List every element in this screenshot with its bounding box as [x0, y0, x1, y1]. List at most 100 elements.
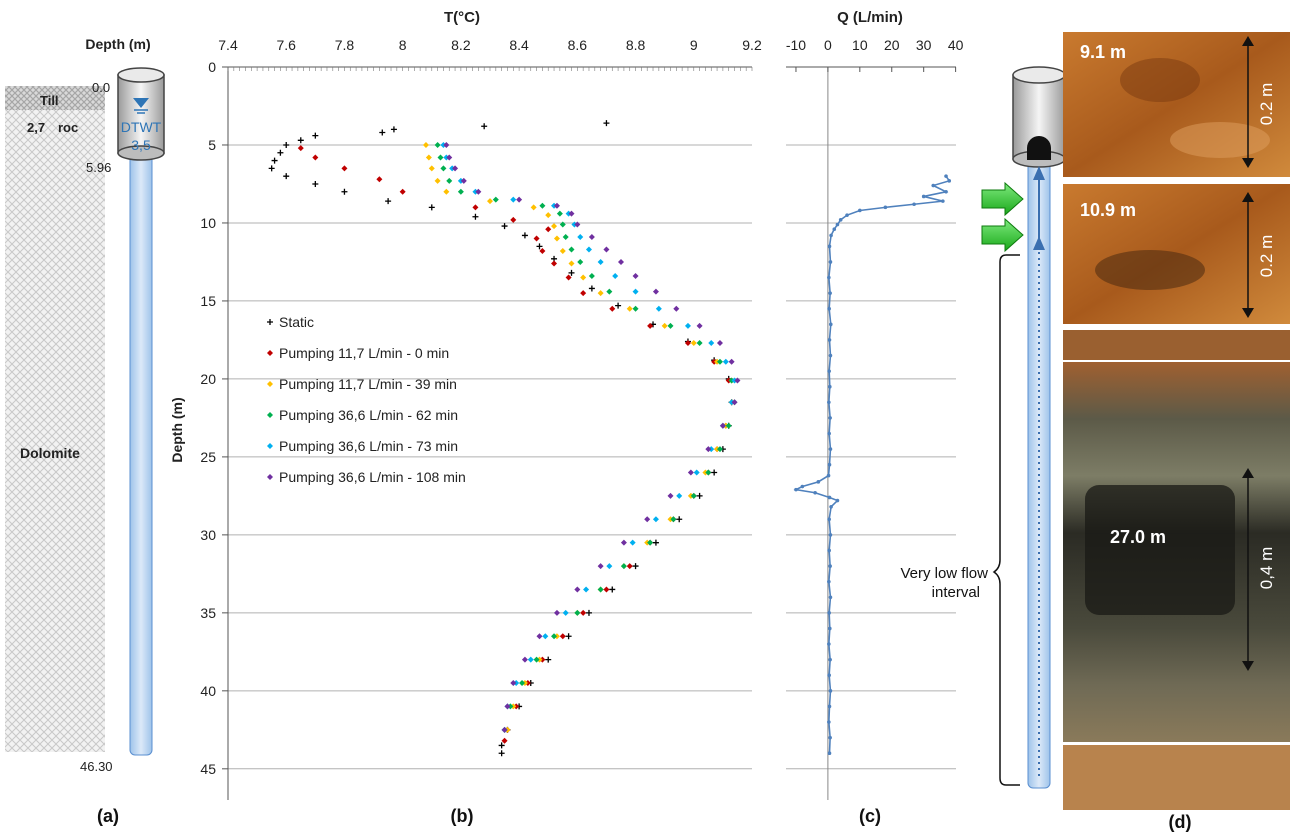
data-point-series-3	[492, 196, 499, 203]
data-point-series-4	[606, 563, 613, 570]
data-point-series-3	[533, 656, 540, 663]
legend-label: Pumping 36,6 L/min - 108 min	[279, 469, 466, 485]
data-point-series-4	[510, 196, 517, 203]
flow-data-point	[828, 384, 832, 389]
flow-arrow-up-icon-2	[1033, 236, 1045, 250]
data-point-static	[268, 165, 275, 172]
data-point-series-3	[690, 492, 697, 499]
flow-data-point	[838, 218, 843, 222]
data-point-series-2	[551, 223, 558, 230]
till-layer	[5, 86, 105, 110]
flow-data-point	[828, 657, 832, 662]
data-point-series-2	[545, 212, 552, 219]
data-point-static	[696, 492, 703, 499]
flow-data-point	[832, 227, 837, 231]
flow-data-point	[827, 369, 831, 373]
flow-data-point	[800, 484, 805, 489]
data-point-series-5	[687, 469, 694, 476]
data-point-series-2	[425, 154, 432, 161]
data-point-static	[615, 302, 622, 309]
data-point-static	[498, 742, 505, 749]
y-tick-label-b: 30	[200, 527, 216, 543]
image-2-scale-arrow-top-icon	[1242, 192, 1254, 202]
data-point-series-5	[652, 288, 659, 295]
data-point-series-1	[626, 563, 633, 570]
flow-data-point	[835, 498, 840, 503]
data-point-series-4	[583, 586, 590, 593]
x-tick-label-c: 30	[916, 37, 932, 53]
data-point-series-3	[519, 680, 526, 687]
data-point-series-2	[428, 165, 435, 172]
data-point-series-1	[539, 248, 546, 255]
data-point-series-3	[457, 188, 464, 195]
flow-data-point	[828, 564, 832, 568]
x-tick-label-b: 7.8	[335, 37, 355, 53]
flow-data-point	[828, 291, 832, 295]
y-axis-title-b: Depth (m)	[169, 397, 185, 462]
flow-data-point	[827, 275, 831, 280]
flow-data-point	[931, 183, 936, 188]
flow-data-point	[828, 533, 833, 537]
data-point-series-5	[632, 272, 639, 279]
data-point-series-5	[460, 177, 467, 184]
legend-marker	[267, 319, 273, 325]
legend-marker	[267, 381, 273, 387]
data-point-series-3	[647, 539, 654, 546]
data-point-static	[545, 656, 552, 663]
data-point-series-3	[716, 358, 723, 365]
data-point-series-5	[620, 539, 627, 546]
flow-data-point	[827, 400, 831, 405]
data-point-series-4	[585, 246, 592, 253]
data-point-series-5	[553, 202, 560, 209]
data-point-series-3	[716, 446, 723, 453]
water-table-icon	[133, 98, 149, 108]
data-point-series-2	[422, 141, 429, 148]
data-point-series-5	[719, 422, 726, 429]
data-point-series-3	[440, 165, 447, 172]
flow-data-point	[941, 199, 945, 203]
flow-data-point	[827, 548, 831, 553]
data-point-static	[676, 516, 683, 523]
flow-data-point	[827, 431, 831, 436]
x-axis-title-b: T(°C)	[444, 9, 480, 26]
data-point-series-3	[568, 246, 575, 253]
data-point-static	[312, 132, 319, 139]
panel-a-letter: (a)	[97, 806, 119, 826]
data-point-static	[711, 469, 718, 476]
data-point-series-3	[705, 469, 712, 476]
flow-note-line-1: Very low flow	[900, 565, 988, 582]
data-point-series-1	[399, 188, 406, 195]
data-point-series-5	[568, 210, 575, 217]
data-point-series-4	[562, 609, 569, 616]
green-inflow-arrow-icon-2	[981, 217, 1024, 253]
data-point-series-5	[510, 680, 517, 687]
panel-b: 0 5 10 15 20 25 30 35 40 45 7.4 7.6 7.8 8 8.2 8.4 8.6 8.8…	[169, 9, 762, 826]
flow-data-point	[827, 579, 831, 584]
casing-d-top	[1012, 66, 1066, 84]
y-tick-label-b: 45	[200, 761, 216, 777]
data-point-series-5	[644, 516, 651, 523]
data-point-series-1	[510, 216, 517, 223]
till-boundary-label: 2,7	[27, 120, 45, 135]
flow-data-point	[858, 208, 862, 213]
flow-data-point	[827, 611, 831, 615]
legend-label: Pumping 11,7 L/min - 0 min	[279, 345, 449, 361]
flow-data-point	[813, 490, 817, 495]
data-point-series-3	[539, 202, 546, 209]
flow-data-point	[828, 322, 833, 327]
data-point-series-5	[446, 154, 453, 161]
data-point-series-5	[728, 358, 735, 365]
image-3-depth-label: 27.0 m	[1110, 527, 1166, 547]
bottom-depth-label: 46.30	[80, 759, 113, 774]
flow-data-point	[845, 213, 849, 217]
data-point-series-1	[551, 260, 558, 267]
data-point-series-2	[580, 274, 587, 281]
legend-marker	[267, 443, 273, 449]
image-2-scale-label: 0.2 m	[1257, 235, 1276, 278]
data-point-static	[609, 586, 616, 593]
data-point-series-5	[705, 446, 712, 453]
data-point-series-5	[536, 633, 543, 640]
data-point-series-2	[568, 260, 575, 267]
data-point-static	[652, 539, 659, 546]
